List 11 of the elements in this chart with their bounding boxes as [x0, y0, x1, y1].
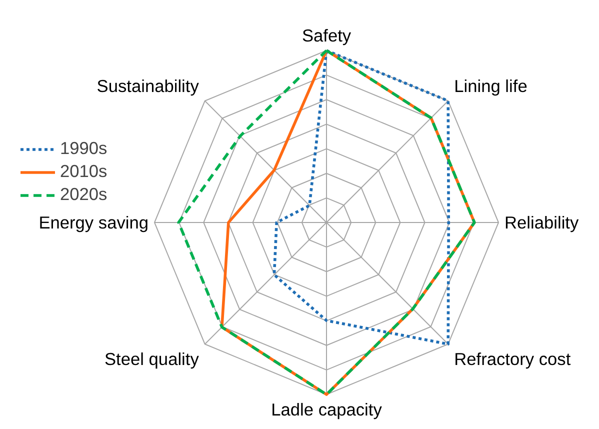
spoke-label: Reliability [504, 212, 579, 232]
spoke-label: Sustainability [96, 76, 200, 96]
legend-label: 2020s [60, 184, 108, 205]
spoke-label: Safety [302, 26, 352, 46]
spoke-label: Refractory cost [454, 349, 571, 370]
legend-label: 2010s [60, 161, 108, 182]
spoke-label: Energy saving [38, 212, 149, 232]
legend-label: 1990s [60, 138, 108, 159]
spoke-label: Ladle capacity [271, 400, 382, 420]
spoke-label: Lining life [454, 76, 528, 96]
spoke-label: Steel quality [104, 349, 200, 370]
